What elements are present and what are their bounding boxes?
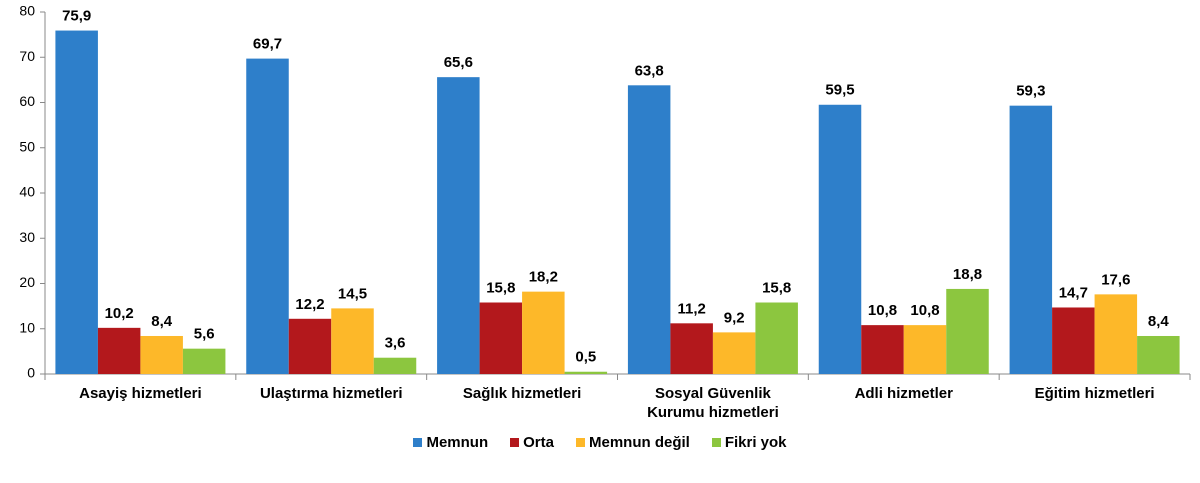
value-label: 10,2 [105, 305, 134, 322]
bar [437, 77, 480, 374]
legend-swatch [413, 438, 423, 447]
value-label: 18,8 [953, 266, 982, 283]
value-label: 14,7 [1059, 284, 1088, 301]
value-label: 15,8 [762, 279, 791, 296]
value-label: 8,4 [151, 313, 173, 330]
value-label: 63,8 [635, 62, 664, 79]
y-tick-label: 40 [19, 184, 35, 200]
bar [712, 332, 756, 374]
y-tick-label: 20 [19, 274, 35, 290]
bar [522, 291, 565, 374]
value-label: 3,6 [385, 335, 406, 352]
value-label: 17,6 [1101, 271, 1130, 288]
y-tick-label: 80 [19, 3, 35, 19]
legend-label: Fikri yok [724, 434, 787, 451]
bar [564, 371, 608, 374]
bar [331, 308, 374, 374]
value-label: 59,3 [1016, 83, 1045, 100]
value-label: 11,2 [677, 300, 705, 317]
value-label: 0,5 [575, 349, 596, 366]
value-label: 5,6 [194, 326, 215, 343]
y-tick-label: 60 [19, 93, 35, 109]
legend-item: Orta [510, 434, 554, 451]
y-tick-label: 70 [19, 48, 35, 64]
bar [288, 318, 332, 374]
legend-swatch [575, 438, 585, 447]
bar [1137, 335, 1180, 374]
legend-swatch [510, 438, 520, 447]
legend-label: Orta [523, 434, 554, 451]
value-label: 18,2 [529, 269, 558, 286]
value-label: 75,9 [62, 8, 91, 25]
bar [479, 302, 523, 374]
bar [627, 85, 671, 375]
bar [818, 104, 862, 374]
bar [182, 348, 226, 374]
y-tick-label: 30 [19, 229, 35, 245]
legend-swatch [711, 438, 721, 447]
y-tick-label: 0 [27, 365, 35, 381]
legend-label: Memnun [426, 434, 489, 451]
value-label: 15,8 [486, 279, 515, 296]
x-tick-label: Ulaştırma hizmetleri [259, 385, 403, 402]
value-label: 12,2 [295, 296, 324, 313]
legend: Memnun Orta Memnun değil Fikri yok [0, 434, 1200, 451]
bar [246, 58, 289, 375]
value-label: 65,6 [444, 54, 473, 71]
x-tick-label: Eğitim hizmetleri [1034, 385, 1155, 402]
x-tick-label: Asayiş hizmetleri [79, 385, 202, 402]
bar [861, 325, 904, 374]
value-label: 14,5 [338, 285, 367, 302]
legend-item: Fikri yok [711, 434, 787, 451]
bar [1094, 294, 1138, 374]
x-tick-label: Sosyal Güvenlik Kurumu hizmetleri [647, 385, 779, 421]
value-label: 10,8 [868, 302, 897, 319]
bar [946, 288, 989, 374]
value-label: 8,4 [1148, 313, 1170, 330]
bar [670, 323, 713, 374]
bar [1052, 307, 1095, 374]
y-tick-label: 50 [19, 138, 35, 154]
x-tick-label: Adli hizmetler [854, 385, 953, 402]
bar [140, 335, 183, 374]
legend-item: Memnun [413, 434, 488, 451]
legend-label: Memnun değil [588, 434, 690, 451]
value-label: 10,8 [910, 302, 939, 319]
bar [97, 327, 141, 374]
y-tick-label: 10 [19, 319, 35, 335]
bar [903, 325, 947, 374]
bar [1009, 105, 1053, 374]
bar [373, 357, 417, 374]
bar [755, 302, 798, 374]
legend-item: Memnun değil [575, 434, 690, 451]
value-label: 69,7 [253, 36, 282, 53]
value-label: 59,5 [825, 82, 854, 99]
x-tick-label: Sağlık hizmetleri [462, 385, 582, 402]
value-label: 9,2 [724, 309, 745, 326]
bar [55, 30, 98, 375]
